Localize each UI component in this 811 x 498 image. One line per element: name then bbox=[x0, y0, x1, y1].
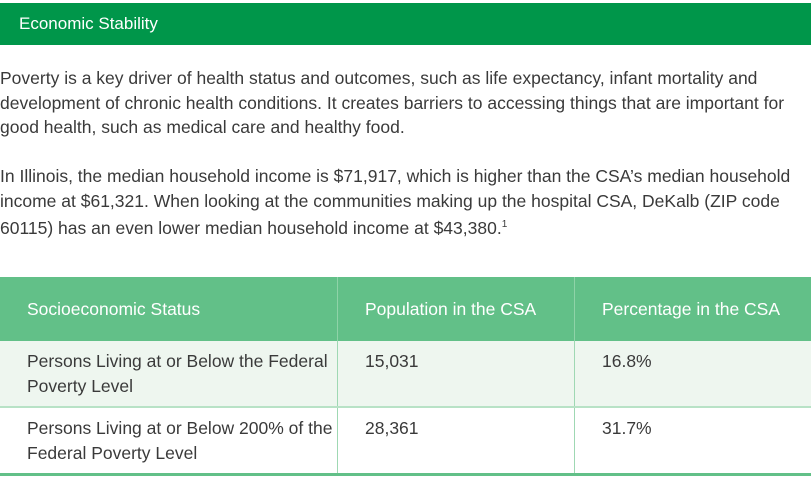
paragraph-income-text: In Illinois, the median household income… bbox=[0, 166, 791, 238]
table-row: Persons Living at or Below the Federal P… bbox=[0, 341, 811, 408]
section-header: Economic Stability bbox=[0, 3, 811, 45]
cell-population: 15,031 bbox=[337, 341, 575, 408]
table-row: Persons Living at or Below 200% of the F… bbox=[0, 407, 811, 476]
poverty-table: Socioeconomic Status Population in the C… bbox=[0, 277, 811, 476]
cell-percentage: 16.8% bbox=[574, 341, 811, 408]
cell-percentage: 31.7% bbox=[574, 407, 811, 476]
paragraph-poverty: Poverty is a key driver of health status… bbox=[0, 68, 785, 137]
cell-population: 28,361 bbox=[337, 407, 575, 476]
footnote-ref: 1 bbox=[501, 219, 508, 230]
cell-status: Persons Living at or Below 200% of the F… bbox=[0, 407, 338, 476]
table-header-row: Socioeconomic Status Population in the C… bbox=[0, 277, 811, 341]
header-population: Population in the CSA bbox=[337, 277, 575, 341]
header-percentage: Percentage in the CSA bbox=[574, 277, 811, 341]
cell-status: Persons Living at or Below the Federal P… bbox=[0, 341, 338, 408]
paragraph-income: In Illinois, the median household income… bbox=[0, 164, 800, 240]
header-status: Socioeconomic Status bbox=[0, 277, 338, 341]
section-title: Economic Stability bbox=[19, 14, 158, 33]
